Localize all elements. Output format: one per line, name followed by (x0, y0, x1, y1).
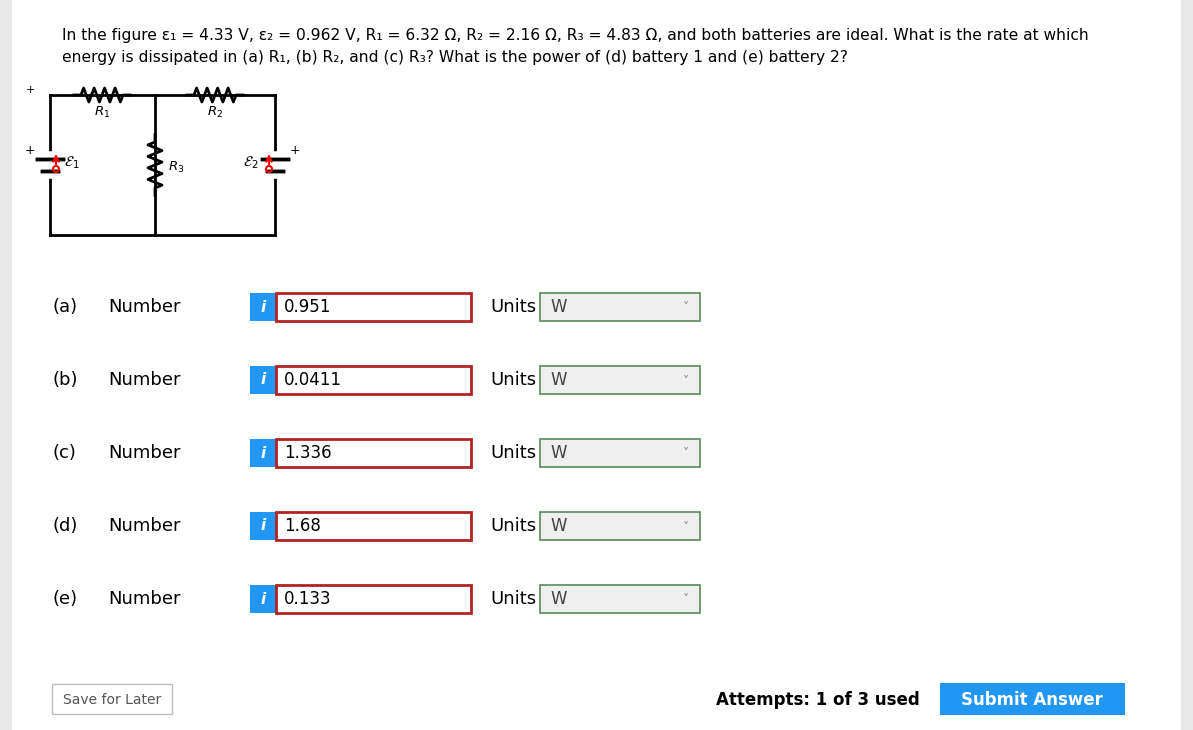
Text: Units: Units (490, 590, 536, 608)
Text: ˅: ˅ (682, 301, 690, 315)
FancyBboxPatch shape (251, 366, 276, 394)
Text: $\mathcal{E}_1$: $\mathcal{E}_1$ (64, 155, 80, 172)
Text: W: W (550, 298, 567, 316)
Text: i: i (260, 299, 266, 315)
FancyBboxPatch shape (251, 439, 276, 467)
Text: Units: Units (490, 371, 536, 389)
FancyBboxPatch shape (276, 439, 471, 467)
Text: Units: Units (490, 517, 536, 535)
Text: 0.133: 0.133 (284, 590, 332, 608)
Text: Save for Later: Save for Later (63, 693, 161, 707)
Text: Attempts: 1 of 3 used: Attempts: 1 of 3 used (716, 691, 920, 709)
Text: +: + (290, 145, 301, 158)
Text: ˅: ˅ (682, 593, 690, 607)
Text: Units: Units (490, 444, 536, 462)
Text: (b): (b) (52, 371, 78, 389)
Text: Units: Units (490, 298, 536, 316)
FancyBboxPatch shape (276, 366, 471, 394)
Text: Number: Number (109, 298, 180, 316)
Text: (a): (a) (52, 298, 78, 316)
FancyBboxPatch shape (540, 366, 700, 394)
Text: 0.951: 0.951 (284, 298, 332, 316)
Text: ˅: ˅ (682, 374, 690, 388)
Text: W: W (550, 517, 567, 535)
FancyBboxPatch shape (251, 585, 276, 613)
Text: Submit Answer: Submit Answer (962, 691, 1104, 709)
Text: 1.68: 1.68 (284, 517, 321, 535)
Text: W: W (550, 444, 567, 462)
FancyBboxPatch shape (540, 512, 700, 540)
FancyBboxPatch shape (276, 512, 471, 540)
Text: 0.0411: 0.0411 (284, 371, 342, 389)
FancyBboxPatch shape (251, 512, 276, 540)
Text: $R_2$: $R_2$ (206, 105, 223, 120)
FancyBboxPatch shape (540, 439, 700, 467)
Text: i: i (260, 372, 266, 388)
FancyBboxPatch shape (52, 684, 172, 714)
Text: i: i (260, 518, 266, 534)
Text: i: i (260, 591, 266, 607)
Text: $R_3$: $R_3$ (168, 159, 185, 174)
Text: Number: Number (109, 371, 180, 389)
FancyBboxPatch shape (251, 293, 276, 321)
Text: Number: Number (109, 590, 180, 608)
Text: In the figure ε₁ = 4.33 V, ε₂ = 0.962 V, R₁ = 6.32 Ω, R₂ = 2.16 Ω, R₃ = 4.83 Ω, : In the figure ε₁ = 4.33 V, ε₂ = 0.962 V,… (62, 28, 1089, 43)
FancyBboxPatch shape (276, 293, 471, 321)
Text: $R_1$: $R_1$ (94, 105, 110, 120)
Text: ˅: ˅ (682, 447, 690, 461)
Text: Number: Number (109, 517, 180, 535)
Text: +: + (25, 85, 35, 95)
FancyBboxPatch shape (540, 585, 700, 613)
Text: Number: Number (109, 444, 180, 462)
Text: (c): (c) (52, 444, 76, 462)
Text: 1.336: 1.336 (284, 444, 332, 462)
Text: $\mathcal{E}_2$: $\mathcal{E}_2$ (243, 155, 259, 172)
Text: (e): (e) (52, 590, 78, 608)
Text: +: + (25, 145, 36, 158)
Text: i: i (260, 445, 266, 461)
Text: ˅: ˅ (682, 520, 690, 534)
FancyBboxPatch shape (540, 293, 700, 321)
Text: W: W (550, 371, 567, 389)
Text: W: W (550, 590, 567, 608)
FancyBboxPatch shape (276, 585, 471, 613)
Text: (d): (d) (52, 517, 78, 535)
FancyBboxPatch shape (940, 683, 1125, 715)
Text: energy is dissipated in (a) R₁, (b) R₂, and (c) R₃? What is the power of (d) bat: energy is dissipated in (a) R₁, (b) R₂, … (62, 50, 848, 65)
